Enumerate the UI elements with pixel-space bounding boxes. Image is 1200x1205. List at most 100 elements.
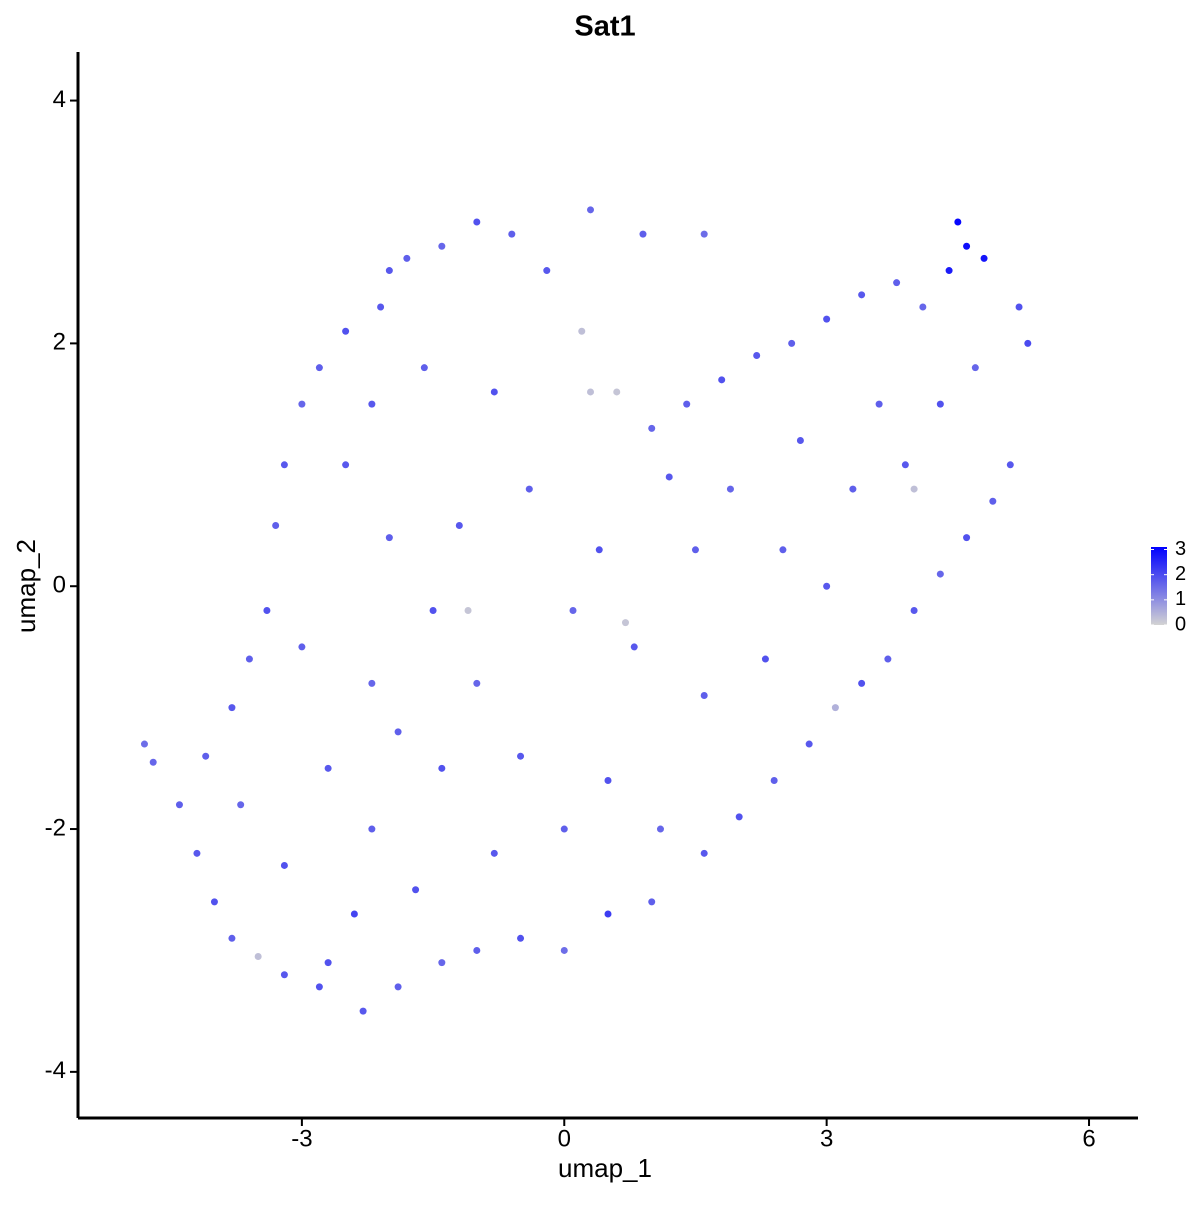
point — [954, 218, 962, 226]
point — [779, 546, 787, 554]
point — [385, 267, 393, 275]
colorbar-tick-label: 2 — [1175, 563, 1186, 585]
point — [945, 267, 953, 275]
point — [587, 388, 595, 396]
y-tick-label: 0 — [53, 572, 66, 599]
point — [455, 522, 463, 530]
point — [569, 606, 577, 614]
point — [210, 898, 218, 906]
point — [359, 1007, 367, 1015]
point — [858, 291, 866, 299]
point — [691, 546, 699, 554]
point — [517, 934, 525, 942]
point — [420, 364, 428, 372]
point — [298, 400, 306, 408]
point — [823, 582, 831, 590]
point — [919, 303, 927, 311]
point — [324, 764, 332, 772]
point — [342, 327, 350, 335]
point — [263, 606, 271, 614]
point — [936, 570, 944, 578]
point — [770, 776, 778, 784]
y-tick-label: -4 — [45, 1057, 66, 1084]
point — [368, 825, 376, 833]
point — [700, 849, 708, 857]
point — [604, 776, 612, 784]
point — [342, 461, 350, 469]
point — [280, 971, 288, 979]
point — [490, 849, 498, 857]
point — [683, 400, 691, 408]
point — [700, 691, 708, 699]
colorbar-tick-label: 3 — [1175, 538, 1186, 560]
point — [648, 424, 656, 432]
point — [1006, 461, 1014, 469]
point — [613, 388, 621, 396]
point — [237, 801, 245, 809]
y-tick-label: 4 — [53, 86, 66, 113]
point — [140, 740, 148, 748]
point — [473, 218, 481, 226]
point — [858, 679, 866, 687]
point — [280, 861, 288, 869]
colorbar-tick-label: 0 — [1175, 613, 1186, 635]
point — [193, 849, 201, 857]
point — [980, 254, 988, 262]
point — [368, 679, 376, 687]
x-tick-label: 3 — [820, 1125, 833, 1152]
point — [630, 643, 638, 651]
point — [849, 485, 857, 493]
point — [490, 388, 498, 396]
point — [621, 619, 629, 627]
point — [438, 764, 446, 772]
point — [639, 230, 647, 238]
point — [429, 606, 437, 614]
point — [823, 315, 831, 323]
point — [831, 704, 839, 712]
point — [587, 206, 595, 214]
point — [893, 279, 901, 287]
point — [875, 400, 883, 408]
colorbar — [1151, 547, 1167, 625]
point — [517, 752, 525, 760]
point — [525, 485, 533, 493]
point — [228, 704, 236, 712]
point — [368, 400, 376, 408]
y-axis-label: umap_2 — [11, 539, 41, 633]
point — [753, 352, 761, 360]
x-tick-label: 0 — [558, 1125, 571, 1152]
point — [350, 910, 358, 918]
point — [963, 534, 971, 542]
point — [936, 400, 944, 408]
point — [884, 655, 892, 663]
point — [473, 946, 481, 954]
colorbar-tick-label: 1 — [1175, 588, 1186, 610]
point — [910, 485, 918, 493]
point — [761, 655, 769, 663]
point — [438, 242, 446, 250]
chart-title: Sat1 — [574, 11, 635, 43]
point — [202, 752, 210, 760]
point — [735, 813, 743, 821]
point — [464, 606, 472, 614]
point — [280, 461, 288, 469]
point — [700, 230, 708, 238]
point — [604, 910, 612, 918]
point — [963, 242, 971, 250]
point — [971, 364, 979, 372]
point — [578, 327, 586, 335]
point — [901, 461, 909, 469]
x-axis-label: umap_1 — [558, 1153, 652, 1183]
x-tick-label: 6 — [1082, 1125, 1095, 1152]
point — [149, 758, 157, 766]
point — [805, 740, 813, 748]
point — [595, 546, 603, 554]
point — [560, 825, 568, 833]
point — [377, 303, 385, 311]
point — [315, 983, 323, 991]
point — [1015, 303, 1023, 311]
point — [718, 376, 726, 384]
point — [245, 655, 253, 663]
point — [1024, 339, 1032, 347]
